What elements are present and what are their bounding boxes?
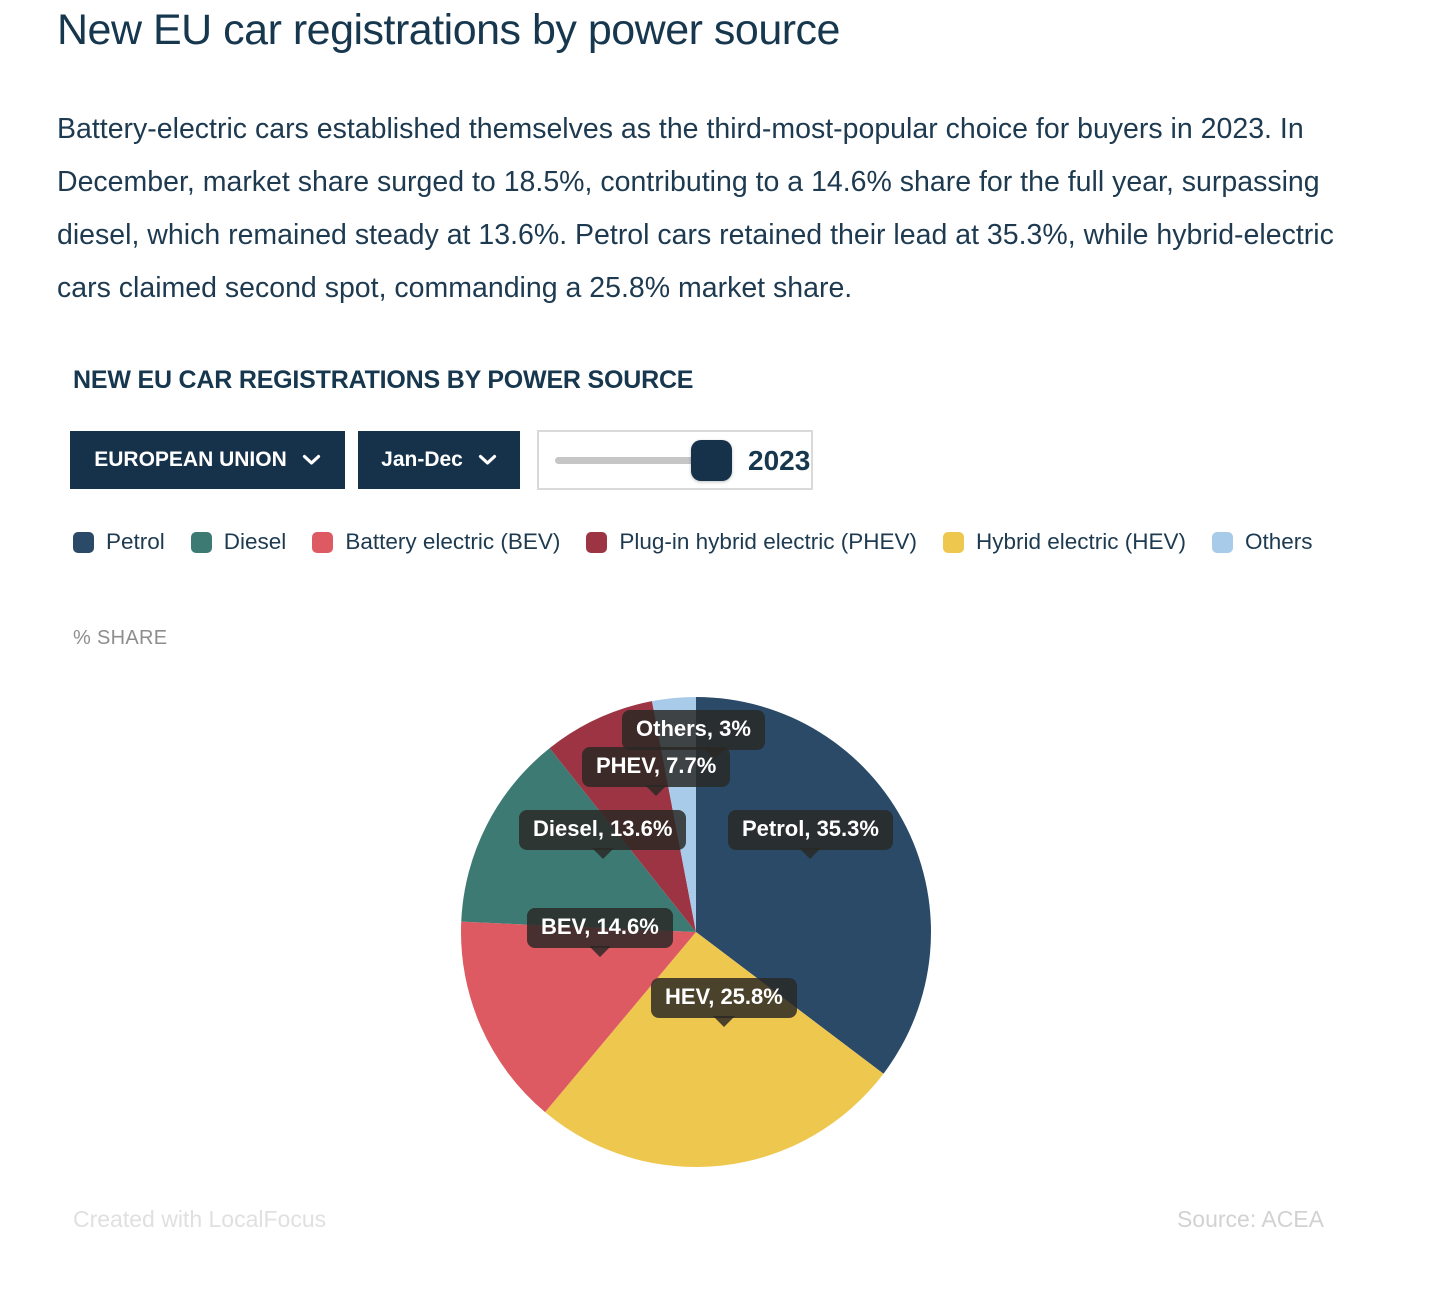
tooltip-phev-text: PHEV, 7.7% xyxy=(596,753,717,778)
pie-slice-petrol[interactable] xyxy=(696,697,931,1074)
year-slider: 2023 xyxy=(537,430,813,490)
tooltip-tail xyxy=(645,785,668,796)
year-slider-track[interactable] xyxy=(555,457,715,464)
pie-slice-bev[interactable] xyxy=(461,921,696,1113)
tooltip-tail xyxy=(799,848,822,859)
tooltip-tail xyxy=(712,1016,735,1027)
tooltip-diesel: Diesel, 13.6% xyxy=(519,810,687,859)
region-dropdown-label: EUROPEAN UNION xyxy=(94,448,287,471)
period-dropdown[interactable]: Jan-Dec xyxy=(358,431,520,489)
region-dropdown[interactable]: EUROPEAN UNION xyxy=(70,431,345,489)
tooltip-others-text: Others, 3% xyxy=(636,716,751,741)
legend-item-diesel[interactable]: Diesel xyxy=(190,529,287,555)
legend-item-phev[interactable]: Plug-in hybrid electric (PHEV) xyxy=(586,529,917,555)
intro-paragraph: Battery-electric cars established themse… xyxy=(57,113,1334,304)
chart-title: NEW EU CAR REGISTRATIONS BY POWER SOURCE xyxy=(73,366,694,394)
legend-swatch-hev xyxy=(942,531,964,553)
tooltip-diesel-text: Diesel, 13.6% xyxy=(533,816,673,841)
legend-item-others[interactable]: Others xyxy=(1212,529,1313,555)
year-slider-thumb[interactable] xyxy=(691,440,732,481)
tooltip-bev-text: BEV, 14.6% xyxy=(541,914,659,939)
legend-swatch-phev xyxy=(586,531,608,553)
tooltip-tail xyxy=(591,848,614,859)
year-slider-value: 2023 xyxy=(748,445,811,476)
legend-item-petrol[interactable]: Petrol xyxy=(73,529,165,555)
legend-item-bev[interactable]: Battery electric (BEV) xyxy=(312,529,560,555)
page-title: New EU car registrations by power source xyxy=(57,6,840,54)
tooltip-hev: HEV, 25.8% xyxy=(651,978,797,1027)
legend-label-phev: Plug-in hybrid electric (PHEV) xyxy=(619,529,917,554)
legend-label-diesel: Diesel xyxy=(223,529,287,554)
period-dropdown-label: Jan-Dec xyxy=(381,448,463,471)
tooltip-others: Others, 3% xyxy=(622,710,765,759)
source-text: Source: ACEA xyxy=(1176,1206,1324,1232)
chevron-down-icon xyxy=(478,454,497,466)
chart-legend: Petrol Diesel Battery electric (BEV) Plu… xyxy=(73,529,1378,555)
legend-item-hev[interactable]: Hybrid electric (HEV) xyxy=(942,529,1187,555)
legend-swatch-diesel xyxy=(190,531,212,553)
legend-swatch-petrol xyxy=(73,531,94,553)
tooltip-petrol: Petrol, 35.3% xyxy=(728,810,893,859)
tooltip-hev-text: HEV, 25.8% xyxy=(665,984,783,1009)
pie-slice-hev[interactable] xyxy=(545,932,884,1168)
credit-text: Created with LocalFocus xyxy=(73,1206,327,1232)
legend-swatch-bev xyxy=(312,531,334,553)
axis-unit-label: % SHARE xyxy=(73,627,168,649)
legend-label-bev: Battery electric (BEV) xyxy=(345,529,561,554)
tooltip-petrol-text: Petrol, 35.3% xyxy=(742,816,879,841)
chevron-down-icon xyxy=(302,454,321,466)
legend-label-petrol: Petrol xyxy=(106,529,165,554)
legend-label-others: Others xyxy=(1245,529,1313,554)
legend-swatch-others xyxy=(1212,531,1234,553)
tooltip-phev: PHEV, 7.7% xyxy=(582,747,731,796)
tooltip-tail xyxy=(588,946,611,957)
tooltip-bev: BEV, 14.6% xyxy=(527,908,673,957)
legend-label-hev: Hybrid electric (HEV) xyxy=(975,529,1187,554)
